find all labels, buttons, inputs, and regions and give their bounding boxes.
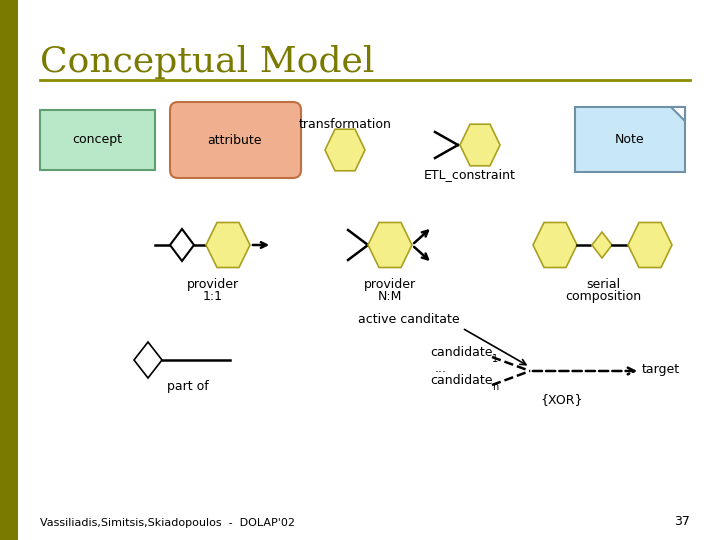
FancyBboxPatch shape	[40, 110, 155, 170]
Polygon shape	[368, 222, 412, 267]
Text: 1:1: 1:1	[203, 290, 223, 303]
Text: candidate: candidate	[430, 375, 492, 388]
Text: serial: serial	[586, 278, 620, 291]
Text: Note: Note	[615, 133, 645, 146]
Polygon shape	[592, 232, 612, 258]
Polygon shape	[170, 229, 194, 261]
Text: active canditate: active canditate	[359, 313, 460, 326]
FancyBboxPatch shape	[575, 107, 685, 172]
Text: {XOR}: {XOR}	[540, 393, 582, 406]
Polygon shape	[460, 124, 500, 166]
Polygon shape	[628, 222, 672, 267]
Text: ETL_constraint: ETL_constraint	[424, 168, 516, 181]
Text: n: n	[492, 382, 498, 392]
Text: provider: provider	[364, 278, 416, 291]
Polygon shape	[134, 342, 162, 378]
Text: transformation: transformation	[299, 118, 392, 132]
Text: N:M: N:M	[378, 290, 402, 303]
FancyBboxPatch shape	[170, 102, 301, 178]
Polygon shape	[0, 0, 18, 540]
Polygon shape	[671, 107, 685, 121]
Text: 37: 37	[674, 515, 690, 528]
Text: candidate: candidate	[430, 347, 492, 360]
Text: ...: ...	[435, 362, 447, 375]
Text: concept: concept	[72, 133, 122, 146]
Text: provider: provider	[187, 278, 239, 291]
Text: Vassiliadis,Simitsis,Skiadopoulos  -  DOLAP'02: Vassiliadis,Simitsis,Skiadopoulos - DOLA…	[40, 518, 295, 528]
Text: 1: 1	[492, 354, 498, 364]
Text: composition: composition	[565, 290, 641, 303]
Polygon shape	[325, 129, 365, 171]
Text: target: target	[642, 362, 680, 375]
Text: Conceptual Model: Conceptual Model	[40, 45, 374, 79]
Text: part of: part of	[167, 380, 209, 393]
Polygon shape	[206, 222, 250, 267]
Text: attribute: attribute	[208, 133, 262, 146]
Polygon shape	[533, 222, 577, 267]
